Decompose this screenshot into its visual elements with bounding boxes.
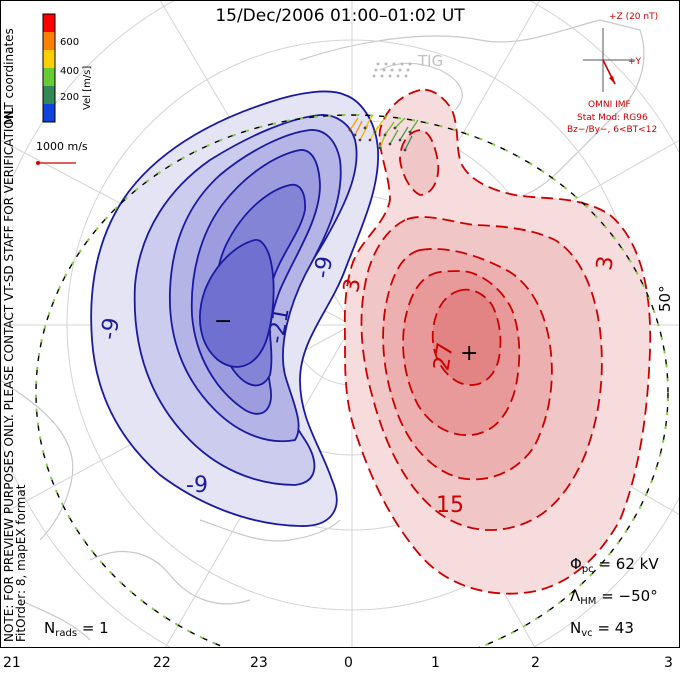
imf-clock-dial [583,28,635,92]
fit-order-note: FitOrder: 8, mapEX format [14,484,28,642]
contour-label-pos-core: 27 [429,341,458,373]
contour-label-pos-upper: 3 [339,276,366,294]
phi-pc-stat: Φpc = 62 kV [570,555,659,575]
colorbar-tick-200: 200 [60,92,80,103]
mlt-tick-0: 0 [344,655,353,671]
nrads-value: = 1 [81,619,109,637]
scale-vector-dot [36,161,40,165]
nvc-value: = 43 [597,619,634,637]
lambda-subscript: HM [580,596,597,607]
model-line-1: Stat Mod: RG96 [577,113,648,123]
phi-value: = 62 kV [598,555,659,573]
potential-min-marker: − [214,309,232,334]
contour-label-neg-outer: -9 [96,316,124,342]
velocity-colorbar [42,13,56,123]
lambda-symbol: Λ [570,587,581,605]
scale-vector-label: 1000 m/s [36,140,88,153]
colorbar-unit-label: Vel [m/s] [82,65,93,110]
nrads-stat: Nrads = 1 [44,619,109,639]
station-label-tig: TIG [418,52,444,70]
phi-subscript: pc [581,564,594,575]
hmb-green-dashes [35,114,669,648]
velocity-vectors [348,115,419,152]
mlt-tick-23: 23 [250,655,268,671]
tig-station-grid [372,62,412,78]
positive-potential-cell [343,88,652,595]
coastlines [0,19,645,641]
mlt-tick-3: 3 [664,655,673,671]
contour-label-neg-lower: -9 [186,473,208,498]
model-line-2: Bz−/By−, 6<BT<12 [567,125,658,135]
nvc-stat: Nvc = 43 [570,619,634,639]
negative-potential-cell [90,90,379,527]
mlt-tick-22: 22 [153,655,171,671]
contour-label-neg-edge: -9 [310,254,338,280]
contour-label-pos-right: 3 [592,254,619,272]
lambda-hm-stat: ΛHM = −50° [570,587,658,607]
lambda-value: = −50° [601,587,658,605]
potential-max-marker: + [460,341,478,366]
latitude-label-50: 50° [656,285,674,312]
nvc-symbol: N [570,619,582,637]
mlt-tick-21: 21 [3,655,21,671]
map-title: 15/Dec/2006 01:00–01:02 UT [215,6,465,26]
contour-label-neg-mid: -21 [264,306,295,346]
nvc-subscript: vc [581,628,593,639]
mlt-tick-1: 1 [431,655,440,671]
imf-y-label: +Y [628,57,642,67]
nrads-symbol: N [44,619,56,637]
colorbar-tick-400: 400 [60,66,80,77]
colorbar-tick-600: 600 [60,37,80,48]
imf-z-label: +Z (20 nT) [609,12,659,22]
imf-source-label: OMNI IMF [588,100,631,110]
mlt-tick-2: 2 [531,655,540,671]
contour-label-pos-lower: 15 [436,493,464,518]
nrads-subscript: rads [55,628,78,639]
phi-symbol: Φ [570,555,582,573]
